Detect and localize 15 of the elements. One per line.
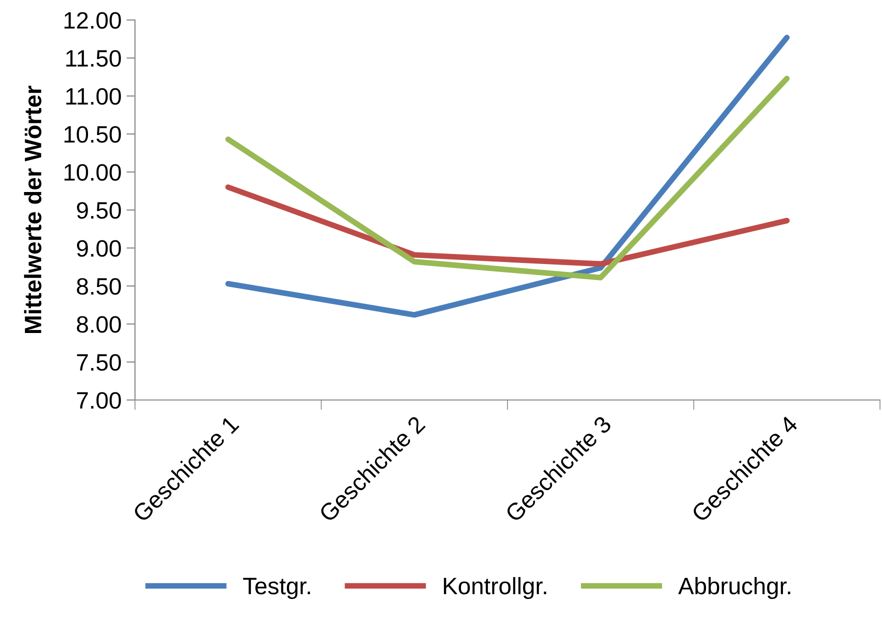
legend-label: Kontrollgr.	[444, 577, 546, 600]
y-tick-label: 9.00	[76, 240, 121, 257]
y-tick-label: 7.00	[77, 392, 121, 409]
y-tick-label: 10.00	[64, 164, 121, 181]
y-tick-label: 10.50	[64, 126, 121, 143]
y-tick-label: 12.00	[64, 12, 121, 29]
legend-label: Testgr.	[243, 578, 310, 600]
y-tick-label: 7.50	[77, 354, 121, 371]
y-axis-title: Mittelwerte der Wörter	[24, 86, 42, 334]
y-tick-label: 8.50	[76, 278, 121, 295]
y-tick-label: 9.50	[76, 202, 121, 219]
y-tick-label: 11.00	[66, 88, 121, 105]
legend-label: Abbruchgr.	[678, 577, 790, 600]
y-tick-label: 8.00	[76, 316, 121, 333]
y-tick-label: 11.50	[66, 50, 121, 67]
